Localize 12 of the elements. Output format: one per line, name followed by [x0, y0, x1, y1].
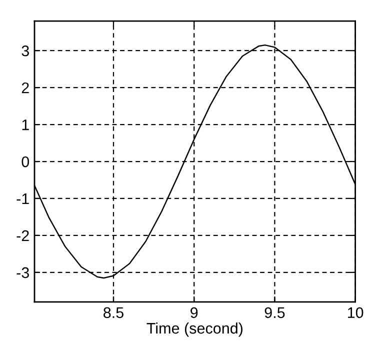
y-tick-label: 0 — [22, 156, 30, 168]
y-tick-label: -3 — [16, 267, 29, 278]
y-tick-label: -1 — [16, 194, 29, 204]
y-tick-label: 3 — [22, 45, 29, 56]
y-tick-label: 1 — [22, 120, 29, 130]
x-tick-label: 10 — [348, 307, 364, 318]
y-tick-label: -2 — [16, 230, 29, 241]
x-axis-title: Time (second) — [146, 322, 242, 337]
x-tick-label: 9.5 — [264, 307, 285, 318]
y-tick-label: 2 — [22, 82, 29, 94]
x-tick-label: 8.5 — [104, 307, 124, 318]
x-tick-label: 9 — [190, 307, 198, 318]
